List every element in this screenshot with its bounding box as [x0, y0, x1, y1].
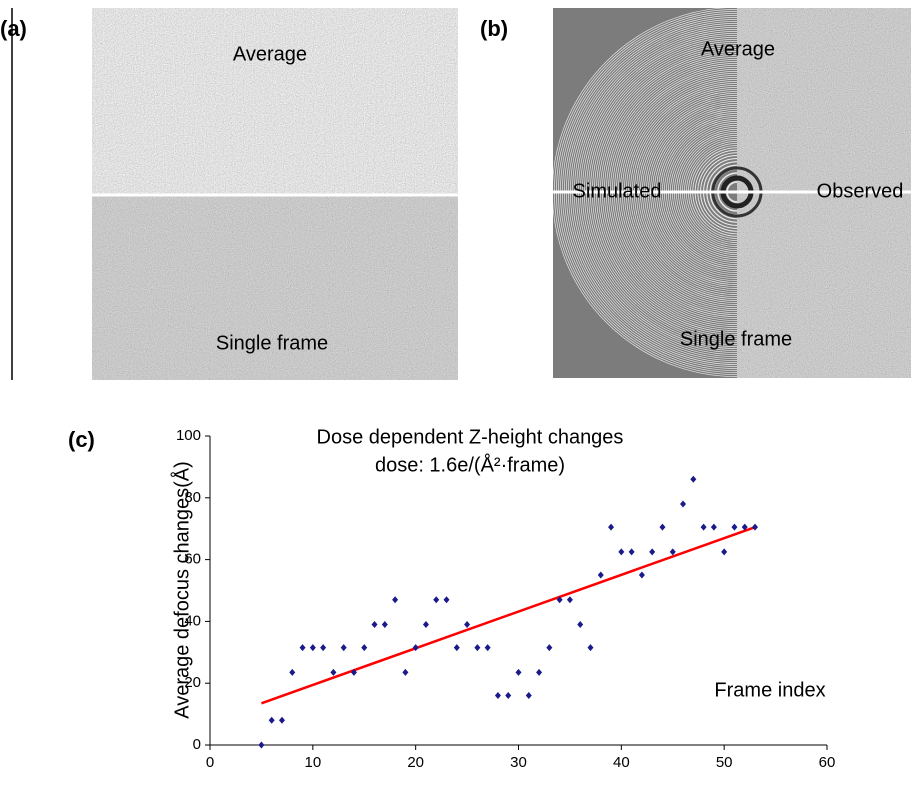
panel-label: (b) [480, 16, 508, 41]
point [392, 596, 399, 604]
image-label: Observed [817, 180, 904, 202]
point [608, 523, 615, 531]
point [278, 716, 285, 724]
point [494, 692, 501, 700]
y-tick-label: 0 [193, 736, 201, 753]
image-label: Average [233, 43, 307, 65]
point [381, 620, 388, 628]
y-tick-label: 80 [184, 489, 201, 506]
point [628, 548, 635, 556]
panel-label: (a) [0, 16, 27, 41]
point [443, 596, 450, 604]
point [700, 523, 707, 531]
chart-subtitle: dose: 1.6e/(Å²·frame) [375, 453, 565, 476]
point [309, 644, 316, 652]
single-frame-image [92, 196, 458, 380]
y-tick-label: 40 [184, 612, 201, 629]
point [721, 548, 728, 556]
point [536, 668, 543, 676]
point [453, 644, 460, 652]
point [669, 548, 676, 556]
point [577, 620, 584, 628]
point [361, 644, 368, 652]
point [402, 668, 409, 676]
point [546, 644, 553, 652]
point [422, 620, 429, 628]
average-image [92, 8, 458, 194]
point [340, 644, 347, 652]
point [330, 668, 337, 676]
image-label: Single frame [216, 332, 328, 354]
point [731, 523, 738, 531]
point [371, 620, 378, 628]
x-tick-label: 10 [304, 754, 321, 771]
point [433, 596, 440, 604]
point [649, 548, 656, 556]
point [350, 668, 357, 676]
image-label: Single frame [680, 328, 792, 350]
y-tick-label: 60 [184, 551, 201, 568]
point [320, 644, 327, 652]
point [659, 523, 666, 531]
point [515, 668, 522, 676]
image-label: Simulated [573, 180, 662, 202]
point [268, 716, 275, 724]
chart-title: Dose dependent Z-height changes [317, 426, 624, 448]
point [289, 668, 296, 676]
x-tick-label: 60 [819, 754, 836, 771]
point [752, 523, 759, 531]
point [505, 692, 512, 700]
point [680, 500, 687, 508]
point [299, 644, 306, 652]
point [741, 523, 748, 531]
image-label: Average [701, 38, 775, 60]
x-tick-label: 20 [407, 754, 424, 771]
x-tick-label: 50 [716, 754, 733, 771]
point [525, 692, 532, 700]
point [587, 644, 594, 652]
trend-line [260, 525, 756, 705]
point [464, 620, 471, 628]
y-tick-label: 20 [184, 674, 201, 691]
point [566, 596, 573, 604]
point [710, 523, 717, 531]
x-tick-label: 40 [613, 754, 630, 771]
panel-label: (c) [68, 427, 95, 452]
x-axis-title: Frame index [714, 679, 825, 701]
point [618, 548, 625, 556]
point [474, 644, 481, 652]
y-axis-title: Average defocus changes(Å) [170, 461, 193, 719]
y-tick-label: 100 [176, 427, 201, 444]
point [258, 741, 265, 749]
point [484, 644, 491, 652]
x-tick-label: 30 [510, 754, 527, 771]
x-tick-label: 0 [206, 754, 214, 771]
point [690, 475, 697, 483]
point [412, 644, 419, 652]
point [597, 571, 604, 579]
point [556, 596, 563, 604]
point [638, 571, 645, 579]
